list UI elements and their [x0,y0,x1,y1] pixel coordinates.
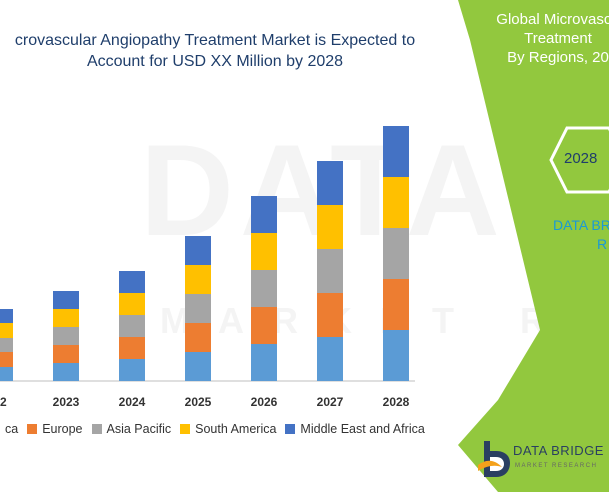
legend-label-0: ca [5,422,19,436]
logo-subtitle: MARKET RESEARCH [515,463,598,469]
legend-item-4: Middle East and Africa [285,422,425,436]
bar-segment-2025-3 [185,265,211,294]
legend-swatch-3 [180,424,191,434]
bar-segment-2023-0 [53,363,79,381]
x-tick-label-2023: 2023 [53,395,80,409]
legend-item-1: Europe [27,422,83,436]
bar-segment-2028-0 [383,330,409,381]
bar-segment-2024-3 [119,293,145,315]
bar-segment-2024-2 [119,315,145,337]
data-bridge-logo: DATA BRIDGE MARKET RESEARCH [478,437,609,482]
bar-segment-2023-2 [53,327,79,345]
legend-label-3: South America [195,422,277,436]
bar-segment-2024-0 [119,359,145,381]
bar-segment-2024-4 [119,271,145,293]
x-tick-label-2027: 2027 [317,395,344,409]
legend-item-2: Asia Pacific [91,422,172,436]
x-tick-label-2024: 2024 [119,395,146,409]
legend-swatch-1 [27,424,38,434]
x-tick-label-2025: 2025 [185,395,212,409]
bar-segment-2027-3 [317,205,343,249]
bar-segment-22-0 [0,367,13,381]
bar-segment-2024-1 [119,337,145,359]
bar-segment-2027-4 [317,161,343,205]
chart-title-line1: crovascular Angiopathy Treatment Market … [14,32,416,49]
bar-segment-2023-4 [53,291,79,309]
bar-segment-22-2 [0,338,13,352]
legend-item-3: South America [180,422,276,436]
bar-segment-2026-0 [251,344,277,381]
chart-title: crovascular Angiopathy Treatment Market … [0,30,430,72]
bar-segment-2027-2 [317,249,343,293]
legend-swatch-2 [91,424,102,434]
bar-segment-2025-2 [185,294,211,323]
chart-title-line2: Account for USD XX Million by 2028 [86,53,344,70]
bar-segment-2027-0 [317,337,343,381]
x-tick-label-2026: 2026 [251,395,278,409]
bar-segment-2026-4 [251,196,277,233]
legend-label-2: Asia Pacific [106,422,172,436]
x-tick-label-2028: 2028 [383,395,410,409]
bar-segment-2023-3 [53,309,79,327]
bar-segment-22-1 [0,352,13,367]
bar-segment-2025-1 [185,323,211,352]
legend-item-0: ca [0,422,18,436]
legend-swatch-4 [285,424,296,434]
bar-segment-2026-1 [251,307,277,344]
bar-segment-2028-4 [383,126,409,177]
bar-segment-2025-4 [185,236,211,265]
bar-segment-22-3 [0,323,13,338]
legend-label-4: Middle East and Africa [300,422,425,436]
bar-segment-2026-3 [251,233,277,270]
bar-segment-2025-0 [185,352,211,381]
bar-segment-2028-3 [383,177,409,228]
legend-label-1: Europe [42,422,83,436]
x-tick-label-22: 22 [0,395,7,409]
bar-segment-2026-2 [251,270,277,307]
logo-name: DATA BRIDGE [513,443,604,458]
bar-segment-2027-1 [317,293,343,337]
data-bridge-logo-icon [478,441,510,477]
bar-segment-2023-1 [53,345,79,363]
bar-segment-2028-1 [383,279,409,330]
bar-segment-22-4 [0,309,13,323]
bar-segment-2028-2 [383,228,409,279]
chart-legend: ca Europe Asia Pacific South America Middle … [0,421,434,437]
